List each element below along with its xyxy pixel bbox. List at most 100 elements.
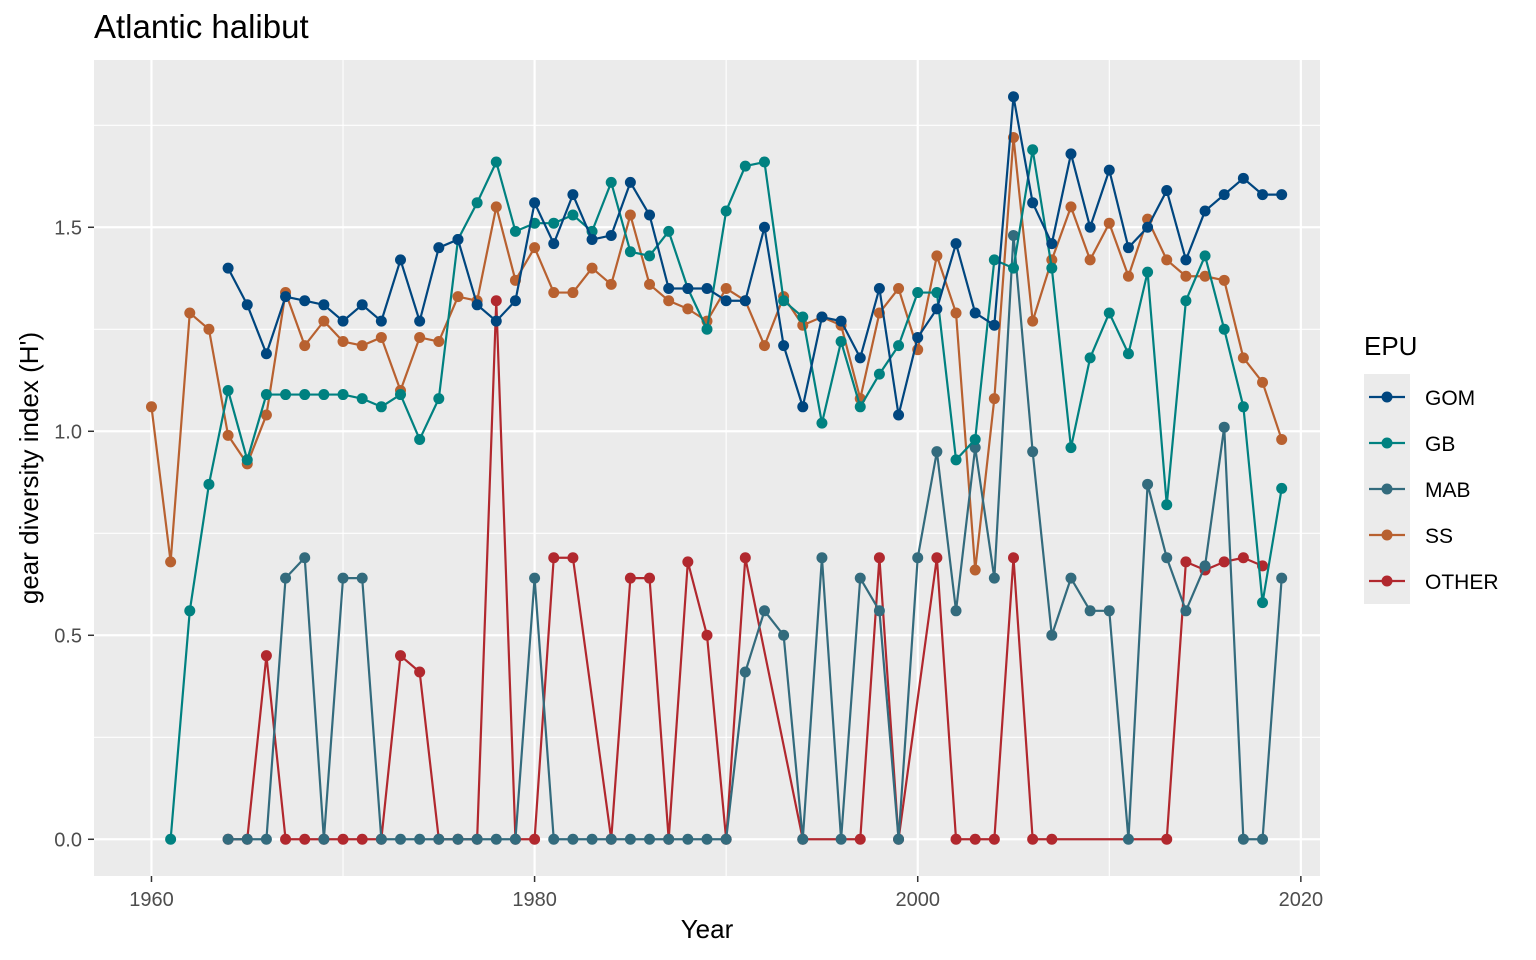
series-gb [165,144,1288,845]
data-point-mab [873,605,885,617]
data-point-ss [1065,201,1077,213]
data-point-other [969,833,981,845]
data-point-ss [356,340,368,352]
data-point-gom [701,282,713,294]
data-point-mab [452,833,464,845]
legend-label: MAB [1425,479,1471,502]
data-point-ss [605,278,617,290]
legend-item-gb: GB [1369,433,1455,456]
data-point-other [1180,556,1192,568]
data-point-mab [1142,478,1154,490]
data-point-gom [758,221,770,233]
data-point-mab [720,833,732,845]
data-point-gb [1084,352,1096,364]
data-point-gom [1199,205,1211,217]
data-point-gb [241,454,253,466]
data-point-other [337,833,349,845]
data-point-gb [931,287,943,299]
data-point-other [950,833,962,845]
data-point-mab [624,833,636,845]
data-point-ss [758,340,770,352]
series-layer [145,91,1288,845]
data-point-gb [414,433,426,445]
data-point-gom [452,234,464,246]
data-point-mab [988,572,1000,584]
data-point-mab [1122,833,1134,845]
data-point-other [1161,833,1173,845]
data-point-gom [529,197,541,209]
data-point-gb [1008,262,1019,274]
data-point-gb [854,401,866,413]
data-point-other [490,295,502,307]
series-gom [222,91,1288,421]
data-point-mab [797,833,809,845]
data-point-ss [567,287,579,299]
data-point-gom [471,299,483,311]
data-point-gb [797,311,809,323]
data-point-gb [644,250,656,262]
data-point-mab [931,446,943,458]
data-point-gb [701,323,713,335]
y-tick-label: 0.5 [54,625,82,647]
data-point-gb [605,176,617,188]
data-point-ss [893,282,905,294]
data-point-mab [739,666,751,678]
data-point-gom [395,254,406,266]
data-point-ss [184,307,196,319]
data-point-other [280,833,292,845]
data-point-gom [1122,242,1134,254]
data-point-mab [1008,229,1019,241]
data-point-ss [586,262,598,274]
data-point-other [356,833,368,845]
data-point-gb [509,225,521,237]
data-point-gom [1180,254,1192,266]
data-point-ss [1199,270,1211,282]
data-point-mab [241,833,253,845]
data-point-ss [1084,254,1096,266]
data-point-gb [299,389,311,401]
data-point-gom [1103,164,1115,176]
data-point-gom [337,315,349,327]
data-point-ss [682,303,694,315]
x-axis-title: Year [681,914,734,944]
data-point-ss [529,242,541,254]
data-point-mab [912,552,924,564]
data-point-gom [931,303,943,315]
data-point-other [701,629,713,641]
data-point-gb [1180,295,1192,307]
data-point-gom [1237,172,1249,184]
data-point-ss [452,291,464,303]
legend-label: GOM [1425,387,1475,410]
y-tick-label: 1.5 [54,217,82,239]
data-point-gom [682,282,694,294]
data-point-gb [260,389,272,401]
data-point-other [1046,833,1058,845]
data-point-mab [471,833,483,845]
data-point-gb [1027,144,1039,156]
data-point-gb [1103,307,1115,319]
data-point-ss [624,209,636,221]
data-point-gb [739,160,751,172]
data-point-gom [1008,91,1019,103]
data-point-other [988,833,1000,845]
data-point-ss [1103,217,1115,229]
data-point-gb [1046,262,1058,274]
data-point-gom [854,352,866,364]
chart-title: Atlantic halibut [94,8,309,45]
data-point-ss [988,393,1000,405]
data-point-ss [950,307,962,319]
data-point-gom [280,291,292,303]
x-tick-label: 2000 [895,889,940,911]
data-point-gom [567,189,579,201]
data-point-gb [1237,401,1249,413]
data-point-ss [1122,270,1134,282]
y-axis: 0.0 0.5 1.0 1.5 [54,217,94,851]
data-point-gom [739,295,751,307]
data-point-gom [241,299,253,311]
legend-title: EPU [1364,331,1417,361]
data-point-gom [509,295,521,307]
data-point-gom [835,315,847,327]
legend-item-ss: SS [1369,525,1453,548]
legend-label: OTHER [1425,571,1499,594]
